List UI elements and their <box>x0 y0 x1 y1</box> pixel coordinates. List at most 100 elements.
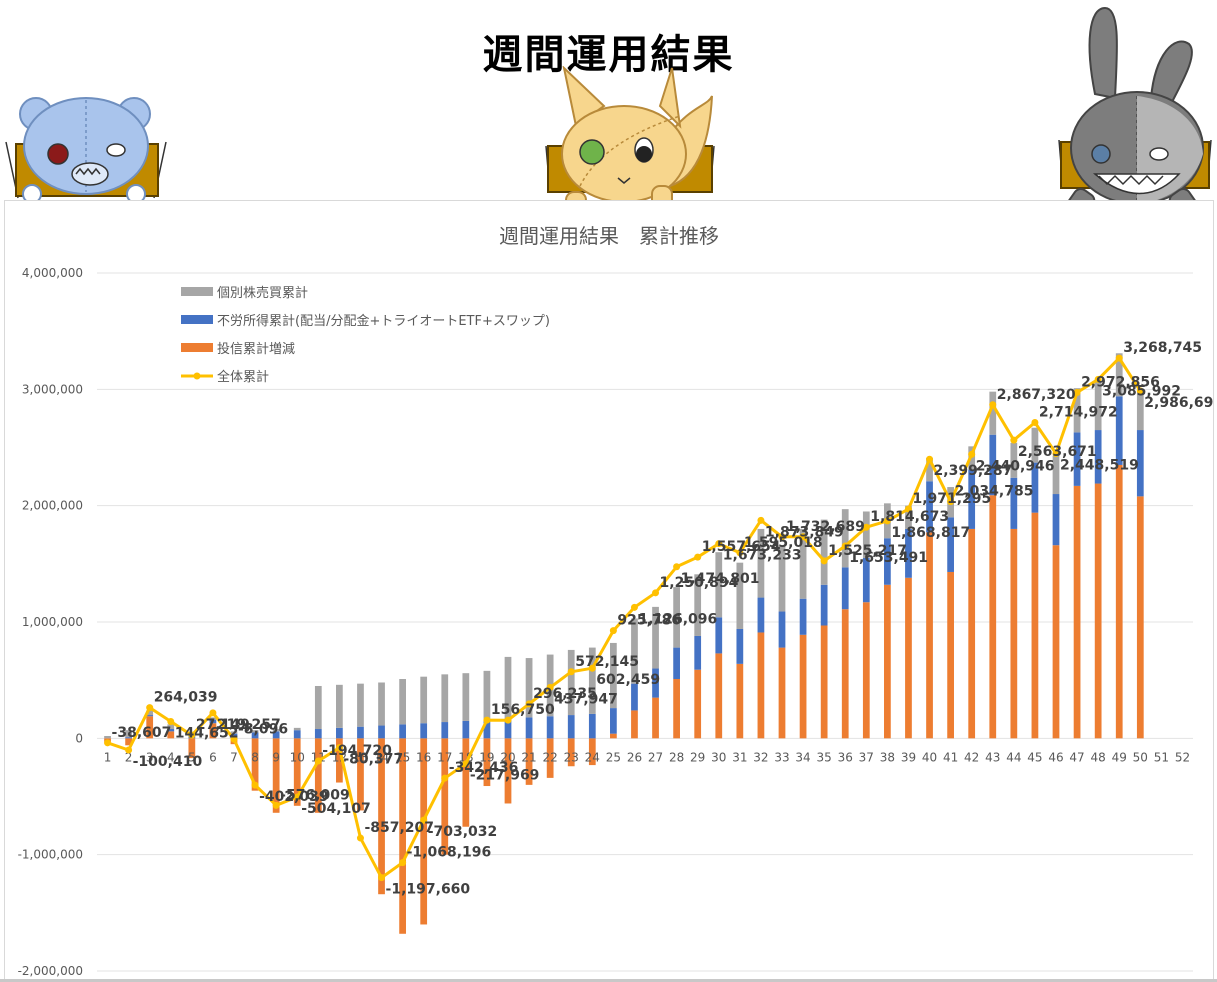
x-tick-label: 6 <box>209 750 217 764</box>
stock-bar <box>1115 353 1123 397</box>
fund-bar <box>462 738 470 827</box>
fund-bar <box>799 634 807 739</box>
fund-bar <box>631 710 638 739</box>
fund-bar <box>989 495 997 739</box>
income-bar <box>673 647 680 680</box>
x-tick-label: 4 <box>167 750 175 764</box>
fund-bar <box>968 528 976 739</box>
income-bar <box>820 584 828 626</box>
stock-bar <box>989 391 997 435</box>
data-label: 2,867,320 <box>997 387 1076 403</box>
legend-swatch <box>181 343 213 352</box>
stock-bar <box>357 683 364 727</box>
x-tick-label: 14 <box>374 750 389 764</box>
income-bar <box>652 668 659 698</box>
x-tick-label: 15 <box>395 750 410 764</box>
income-bar <box>862 558 870 603</box>
data-label: -402,039 <box>259 789 329 805</box>
stock-bar <box>251 730 259 733</box>
total-point <box>1094 375 1102 383</box>
x-tick-label: 3 <box>146 750 154 764</box>
data-label: 296,235 <box>533 686 597 702</box>
income-bar <box>357 726 364 739</box>
fund-bar <box>1136 496 1144 739</box>
fund-bar <box>504 738 512 804</box>
total-point <box>314 757 322 765</box>
stock-bar <box>441 674 449 723</box>
data-label: -217,969 <box>470 768 540 784</box>
fund-bar <box>1031 512 1039 739</box>
x-tick-label: 1 <box>104 750 112 764</box>
income-bar <box>715 617 723 654</box>
fund-bar <box>926 532 933 739</box>
income-bar <box>926 481 933 533</box>
x-tick-label: 7 <box>230 750 238 764</box>
total-point <box>188 731 196 739</box>
income-bar <box>462 720 470 739</box>
data-label: -857,207 <box>364 820 434 836</box>
stock-bar <box>1031 427 1039 463</box>
data-label: 1,814,673 <box>870 509 949 525</box>
x-tick-label: 52 <box>1175 750 1190 764</box>
data-label: -342,436 <box>449 760 519 776</box>
fund-bar <box>314 738 322 813</box>
total-point <box>862 523 870 531</box>
data-label: 1,653,491 <box>849 550 928 566</box>
stock-bar <box>905 505 912 529</box>
fund-bar <box>167 731 175 739</box>
total-point <box>609 627 617 635</box>
stock-bar <box>462 673 470 721</box>
income-bar <box>567 715 575 739</box>
income-bar <box>884 538 891 585</box>
x-tick-label: 11 <box>311 750 326 764</box>
x-tick-label: 33 <box>774 750 789 764</box>
fund-bar <box>778 647 786 739</box>
x-tick-label: 2 <box>125 750 133 764</box>
fund-bar <box>905 577 912 739</box>
data-label: -8,096 <box>238 721 288 737</box>
fund-bar <box>884 584 891 739</box>
income-bar <box>336 727 343 739</box>
x-tick-label: 42 <box>964 750 979 764</box>
income-bar <box>1136 430 1144 497</box>
data-label: -504,107 <box>301 801 371 817</box>
x-tick-label: 38 <box>880 750 895 764</box>
x-tick-label: 47 <box>1069 750 1084 764</box>
x-tick-label: 27 <box>648 750 663 764</box>
x-tick-label: 23 <box>564 750 579 764</box>
x-tick-label: 41 <box>943 750 958 764</box>
total-point <box>146 704 154 712</box>
data-label: -100,410 <box>133 754 203 770</box>
total-point <box>1115 354 1123 362</box>
x-tick-label: 17 <box>437 750 452 764</box>
income-bar <box>1010 477 1018 529</box>
x-tick-label: 34 <box>795 750 810 764</box>
stock-bar <box>652 606 659 669</box>
data-label: 1,971,295 <box>912 491 991 507</box>
total-point <box>230 735 238 743</box>
income-bar <box>1094 430 1102 484</box>
total-point <box>588 664 596 672</box>
fund-bar <box>1094 483 1102 739</box>
total-point <box>652 589 660 597</box>
stock-bar <box>757 528 765 598</box>
fund-bar <box>420 738 428 925</box>
data-label: 572,145 <box>575 654 639 670</box>
total-point <box>989 401 997 409</box>
total-point <box>251 781 259 789</box>
total-point <box>1031 418 1039 426</box>
income-bar <box>1073 432 1081 486</box>
total-point <box>441 774 449 782</box>
fund-bar <box>1115 464 1123 739</box>
income-bar <box>841 567 849 610</box>
rabbit-mascot-icon <box>1058 6 1212 225</box>
window-bottom-edge <box>0 979 1217 982</box>
stock-bar <box>230 731 238 734</box>
stock-bar <box>209 717 217 720</box>
stock-bar <box>673 587 680 648</box>
income-bar <box>757 597 765 633</box>
income-bar <box>947 517 954 572</box>
data-label: 3,268,745 <box>1123 340 1202 356</box>
y-tick-label: -1,000,000 <box>18 848 83 862</box>
total-point <box>1052 449 1060 457</box>
